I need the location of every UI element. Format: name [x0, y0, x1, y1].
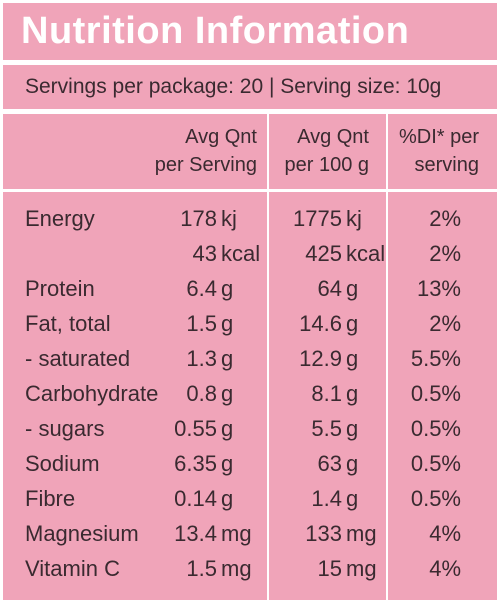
per-100g-value: 5.5 — [311, 416, 342, 441]
per-serving-value: 6.35 — [174, 451, 217, 476]
per-100g-unit: g — [346, 451, 359, 476]
daily-intake-value: 0.5% — [410, 486, 461, 511]
nutrient-label: Vitamin C — [25, 556, 120, 581]
per-100g-value: 1.4 — [311, 486, 342, 511]
per-100g-unit: g — [346, 381, 359, 406]
panel-title: Nutrition Information — [21, 10, 410, 52]
daily-intake-value: 4% — [429, 556, 461, 581]
header-per-100g: Avg Qnt per 100 g — [259, 123, 369, 179]
divider — [3, 189, 497, 192]
per-serving-value: 1.5 — [186, 311, 217, 336]
nutrient-label: Energy — [25, 206, 95, 231]
per-100g-value: 425 — [305, 241, 342, 266]
nutrient-label: Fat, total — [25, 311, 111, 336]
header-line: Avg Qnt — [185, 126, 257, 148]
per-100g-value: 63 — [317, 451, 342, 476]
daily-intake-value: 2% — [429, 206, 461, 231]
divider — [3, 60, 497, 65]
per-serving-value: 13.4 — [174, 521, 217, 546]
per-serving-value: 0.8 — [186, 381, 217, 406]
table-row: Protein 6.4 g 64 g 13% — [3, 271, 497, 306]
table-row: Fat, total 1.5 g 14.6 g 2% — [3, 306, 497, 341]
per-100g-unit: mg — [346, 556, 377, 581]
per-serving-unit: g — [221, 381, 234, 406]
nutrient-label: - sugars — [25, 416, 105, 441]
nutrient-label: - saturated — [25, 346, 131, 371]
daily-intake-value: 5.5% — [410, 346, 461, 371]
per-serving-value: 43 — [192, 241, 217, 266]
nutrient-label: Fibre — [25, 486, 76, 511]
table-row: Carbohydrate 0.8 g 8.1 g 0.5% — [3, 376, 497, 411]
header-di: %DI* per serving — [389, 123, 479, 179]
divider — [3, 109, 497, 114]
per-serving-unit: g — [221, 346, 234, 371]
per-100g-unit: g — [346, 416, 359, 441]
table-row: - sugars 0.55 g 5.5 g 0.5% — [3, 411, 497, 446]
header-line: per Serving — [154, 154, 257, 176]
serving-info: Servings per package: 20 | Serving size:… — [25, 75, 442, 98]
per-serving-value: 0.14 — [174, 486, 217, 511]
per-serving-unit: g — [221, 276, 234, 301]
per-100g-unit: g — [346, 311, 359, 336]
per-serving-unit: g — [221, 451, 234, 476]
per-serving-value: 1.5 — [186, 556, 217, 581]
header-line: Avg Qnt — [297, 126, 369, 148]
per-100g-value: 1775 — [293, 206, 342, 231]
table-row: Fibre 0.14 g 1.4 g 0.5% — [3, 481, 497, 516]
per-serving-unit: kj — [221, 206, 237, 231]
nutrient-label: Magnesium — [25, 521, 139, 546]
per-100g-unit: mg — [346, 521, 377, 546]
per-serving-value: 1.3 — [186, 346, 217, 371]
per-serving-unit: g — [221, 486, 234, 511]
nutrient-label: Carbohydrate — [25, 381, 159, 406]
daily-intake-value: 2% — [429, 311, 461, 336]
daily-intake-value: 0.5% — [410, 451, 461, 476]
column-divider — [267, 114, 269, 600]
per-100g-unit: g — [346, 346, 359, 371]
per-100g-unit: kcal — [346, 241, 386, 266]
per-100g-value: 8.1 — [311, 381, 342, 406]
per-100g-value: 133 — [305, 521, 342, 546]
daily-intake-value: 13% — [416, 276, 461, 301]
nutrient-label: Sodium — [25, 451, 100, 476]
table-row: Magnesium 13.4 mg 133 mg 4% — [3, 516, 497, 551]
header-line: serving — [414, 154, 479, 176]
header-line: %DI* per — [398, 126, 479, 148]
per-serving-unit: g — [221, 416, 234, 441]
per-100g-value: 15 — [317, 556, 342, 581]
nutrient-label: Protein — [25, 276, 95, 301]
column-divider — [386, 114, 388, 600]
per-100g-value: 14.6 — [299, 311, 342, 336]
daily-intake-value: 0.5% — [410, 381, 461, 406]
per-100g-unit: kj — [346, 206, 362, 231]
per-100g-unit: g — [346, 276, 359, 301]
per-serving-unit: mg — [221, 556, 252, 581]
header-line: per 100 g — [284, 154, 369, 176]
per-serving-unit: mg — [221, 521, 252, 546]
daily-intake-value: 2% — [429, 241, 461, 266]
per-100g-unit: g — [346, 486, 359, 511]
table-row: Sodium 6.35 g 63 g 0.5% — [3, 446, 497, 481]
daily-intake-value: 4% — [429, 521, 461, 546]
header-per-serving: Avg Qnt per Serving — [117, 123, 257, 179]
per-serving-value: 6.4 — [186, 276, 217, 301]
table-row: Energy 178 kj 1775 kj 2% — [3, 201, 497, 236]
per-serving-unit: kcal — [221, 241, 261, 266]
per-serving-value: 0.55 — [174, 416, 217, 441]
table-row: - saturated 1.3 g 12.9 g 5.5% — [3, 341, 497, 376]
per-serving-value: 178 — [180, 206, 217, 231]
per-100g-value: 64 — [317, 276, 342, 301]
daily-intake-value: 0.5% — [410, 416, 461, 441]
per-serving-unit: g — [221, 311, 234, 336]
table-row: Vitamin C 1.5 mg 15 mg 4% — [3, 551, 497, 586]
table-row: 43 kcal 425 kcal 2% — [3, 236, 497, 271]
per-100g-value: 12.9 — [299, 346, 342, 371]
